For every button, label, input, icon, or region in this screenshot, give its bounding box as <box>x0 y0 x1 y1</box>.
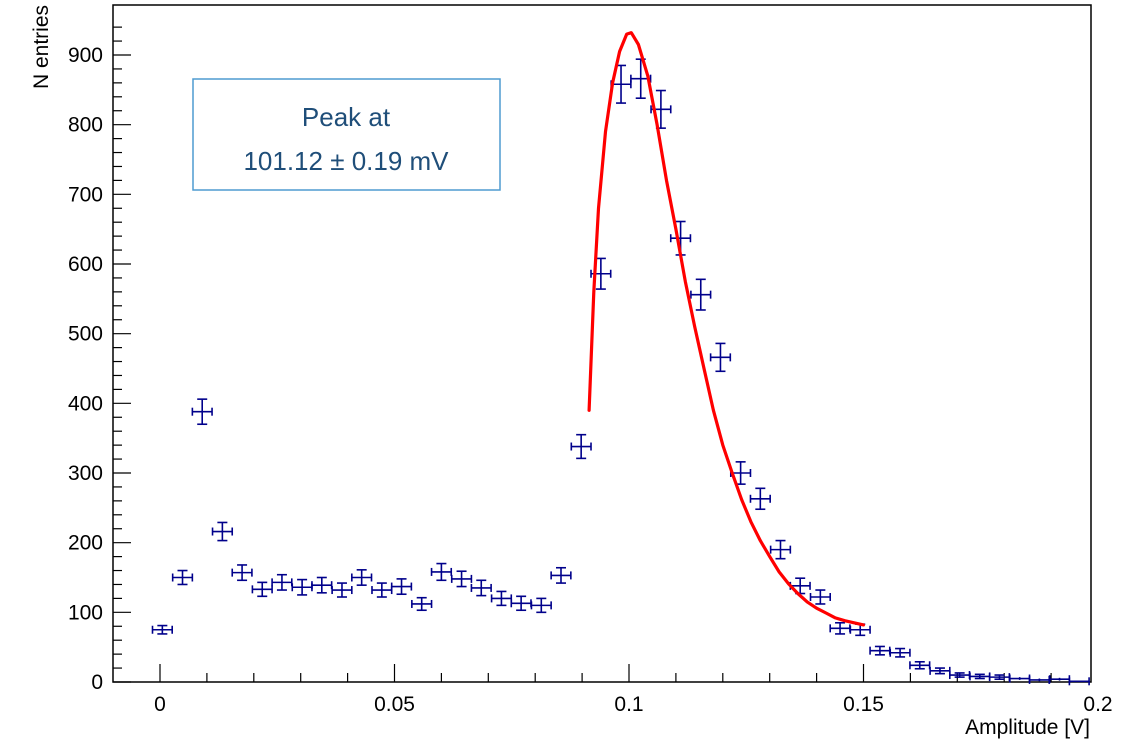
y-tick-label: 200 <box>68 532 103 555</box>
data-point <box>969 672 991 681</box>
data-point <box>171 569 194 586</box>
y-tick-label: 600 <box>68 253 103 276</box>
y-axis-title: N entries <box>30 5 53 89</box>
data-point <box>390 578 413 596</box>
annotation-line-1: Peak at <box>302 102 391 132</box>
data-point <box>430 562 453 582</box>
x-axis-title: Amplitude [V] <box>965 716 1090 739</box>
data-point <box>450 570 473 588</box>
data-point <box>909 660 931 670</box>
data-point <box>351 569 373 586</box>
data-point <box>151 624 173 635</box>
data-point <box>809 589 832 605</box>
data-point <box>929 666 951 675</box>
data-point <box>211 521 234 542</box>
data-point <box>371 582 393 598</box>
data-point <box>729 461 752 485</box>
data-point <box>749 487 771 511</box>
data-point <box>988 673 1011 682</box>
data-point <box>570 433 592 460</box>
data-point <box>550 566 572 584</box>
data-point <box>271 573 293 591</box>
y-tick-label: 100 <box>68 601 103 624</box>
fit-curve <box>587 31 866 627</box>
data-point <box>291 578 313 596</box>
y-tick-label: 0 <box>91 671 103 694</box>
data-point <box>331 582 353 598</box>
data-point <box>829 621 851 635</box>
axis-ticks: 0 0.05 0.1 0.15 0.2 0 100 200 300 400 500 600 700 800… <box>68 26 1113 716</box>
data-point <box>231 564 253 582</box>
plot-area-border <box>112 4 1092 683</box>
annotation-box <box>192 78 501 191</box>
y-tick-label: 900 <box>68 44 103 67</box>
data-point <box>490 590 513 607</box>
x-tick-label: 0.1 <box>614 693 643 716</box>
plot-frame <box>112 4 1092 683</box>
data-point <box>311 576 333 594</box>
y-tick-label: 700 <box>68 183 103 206</box>
data-point <box>690 278 712 311</box>
data-point <box>889 647 911 658</box>
data-point <box>709 342 732 373</box>
data-point <box>769 539 792 560</box>
fit-curve-layer <box>587 31 866 627</box>
y-tick-label: 300 <box>68 462 103 485</box>
data-point <box>191 398 213 426</box>
y-tick-label: 800 <box>68 114 103 137</box>
data-point <box>510 595 532 612</box>
data-point <box>849 623 871 637</box>
data-point <box>470 579 492 597</box>
data-point <box>1068 677 1090 686</box>
x-tick-label: 0 <box>154 693 166 716</box>
x-tick-label: 0.15 <box>843 693 884 716</box>
y-tick-label: 500 <box>68 323 103 346</box>
data-point <box>411 596 433 612</box>
data-point <box>789 577 811 595</box>
x-tick-label: 0.2 <box>1083 693 1112 716</box>
y-tick-label: 400 <box>68 392 103 415</box>
x-tick-label: 0.05 <box>374 693 415 716</box>
data-point <box>869 645 891 656</box>
annotation-line-2: 101.12 ± 0.19 mV <box>243 146 449 176</box>
data-point <box>251 581 273 598</box>
peak-annotation: Peak at 101.12 ± 0.19 mV <box>192 78 501 191</box>
data-point <box>948 671 971 680</box>
data-point <box>530 597 552 614</box>
